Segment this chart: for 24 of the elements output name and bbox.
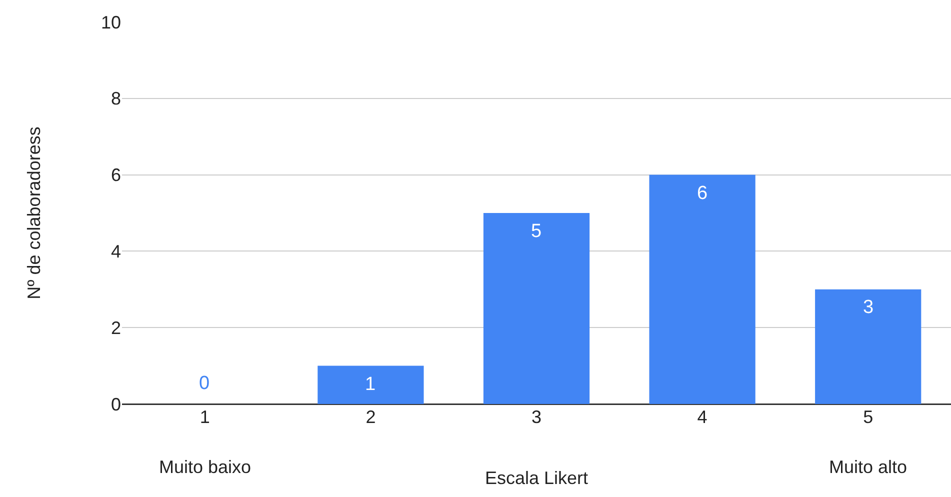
bar xyxy=(649,174,756,404)
y-axis-title: Nº de colaboradoress xyxy=(24,126,44,300)
data-label: 5 xyxy=(531,221,542,242)
x-tick-label: 4 xyxy=(697,407,708,427)
y-tick-label: 8 xyxy=(110,88,121,109)
x-tick-label: 2 xyxy=(366,407,376,427)
bar xyxy=(483,213,590,404)
data-label: 0 xyxy=(199,373,210,394)
y-tick-label: 10 xyxy=(100,12,121,32)
y-tick-label: 4 xyxy=(110,242,121,262)
y-tick-label: 0 xyxy=(110,394,121,414)
x-tick-label: 3 xyxy=(531,407,542,427)
x-tick-label: 1 xyxy=(200,407,210,427)
data-label: 3 xyxy=(863,297,874,318)
x-axis-title: Escala Likert xyxy=(484,468,588,488)
y-tick-label: 2 xyxy=(110,318,121,338)
data-label: 6 xyxy=(697,183,708,204)
text: Muito baixo xyxy=(159,457,252,477)
bar xyxy=(815,289,922,404)
y-tick-label: 6 xyxy=(110,165,121,186)
text: Muito alto xyxy=(829,457,908,477)
bar xyxy=(318,366,424,404)
data-label: 1 xyxy=(365,374,376,395)
x-tick-label: 5 xyxy=(863,407,874,427)
